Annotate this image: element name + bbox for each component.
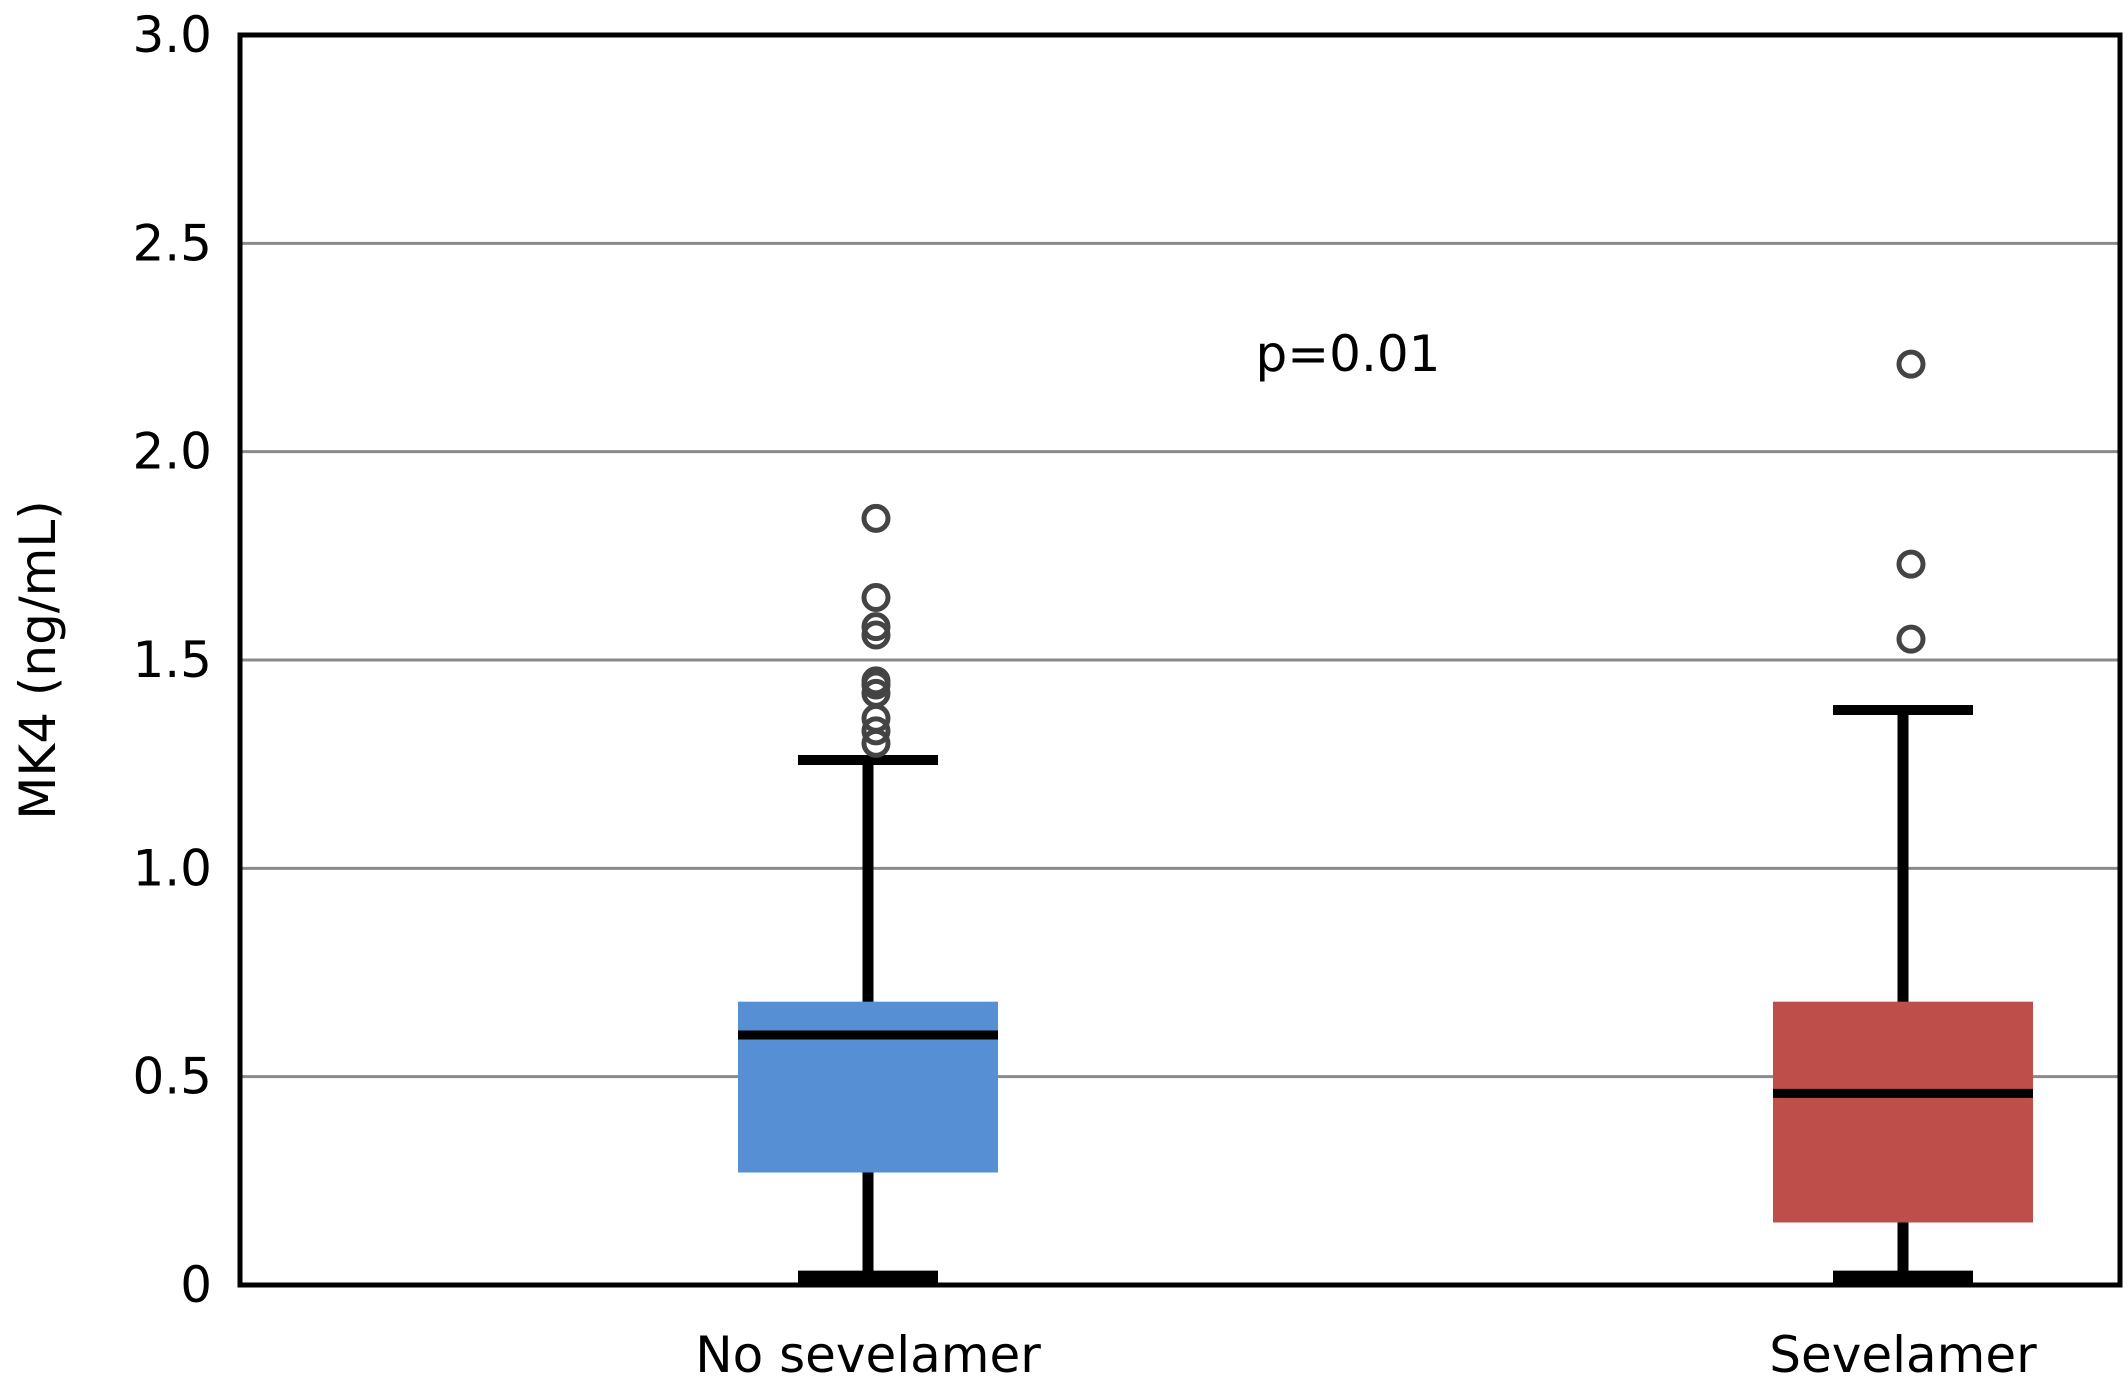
x-tick-label: Sevelamer (1769, 1326, 2037, 1384)
y-tick-label: 3.0 (132, 6, 212, 64)
outlier-point (861, 620, 891, 650)
outlier-point (861, 716, 891, 746)
outlier-point (1896, 624, 1926, 654)
box-group (738, 503, 998, 1283)
box-plots (738, 349, 2033, 1283)
p-value-annotation: p=0.01 (1256, 325, 1441, 383)
x-tick-label: No sevelamer (695, 1326, 1041, 1384)
outlier-point (861, 583, 891, 612)
outlier-point (1896, 349, 1926, 379)
iqr-box (1773, 1001, 2033, 1223)
y-axis-ticks: 0 0.5 1.0 1.5 2.0 2.5 3.0 (132, 6, 212, 1314)
outlier-point (1896, 549, 1926, 579)
y-tick-label: 1.5 (132, 631, 212, 689)
box-group (1773, 349, 2033, 1283)
y-tick-label: 0.5 (132, 1048, 212, 1106)
outlier-point (861, 678, 891, 708)
y-tick-label: 2.0 (132, 423, 212, 481)
outlier-point (861, 612, 891, 642)
outlier-point (861, 503, 891, 533)
y-tick-label: 1.0 (132, 839, 212, 897)
y-tick-label: 2.5 (132, 214, 212, 272)
y-tick-label: 0 (180, 1256, 212, 1314)
gridlines (240, 33, 2120, 1079)
plot-frame (237, 32, 2123, 1288)
x-axis-ticks: No sevelamer Sevelamer (695, 1326, 2037, 1384)
iqr-box (738, 1001, 998, 1173)
y-axis-label: MK4 (ng/mL) (9, 500, 67, 819)
outlier-point (861, 666, 891, 696)
